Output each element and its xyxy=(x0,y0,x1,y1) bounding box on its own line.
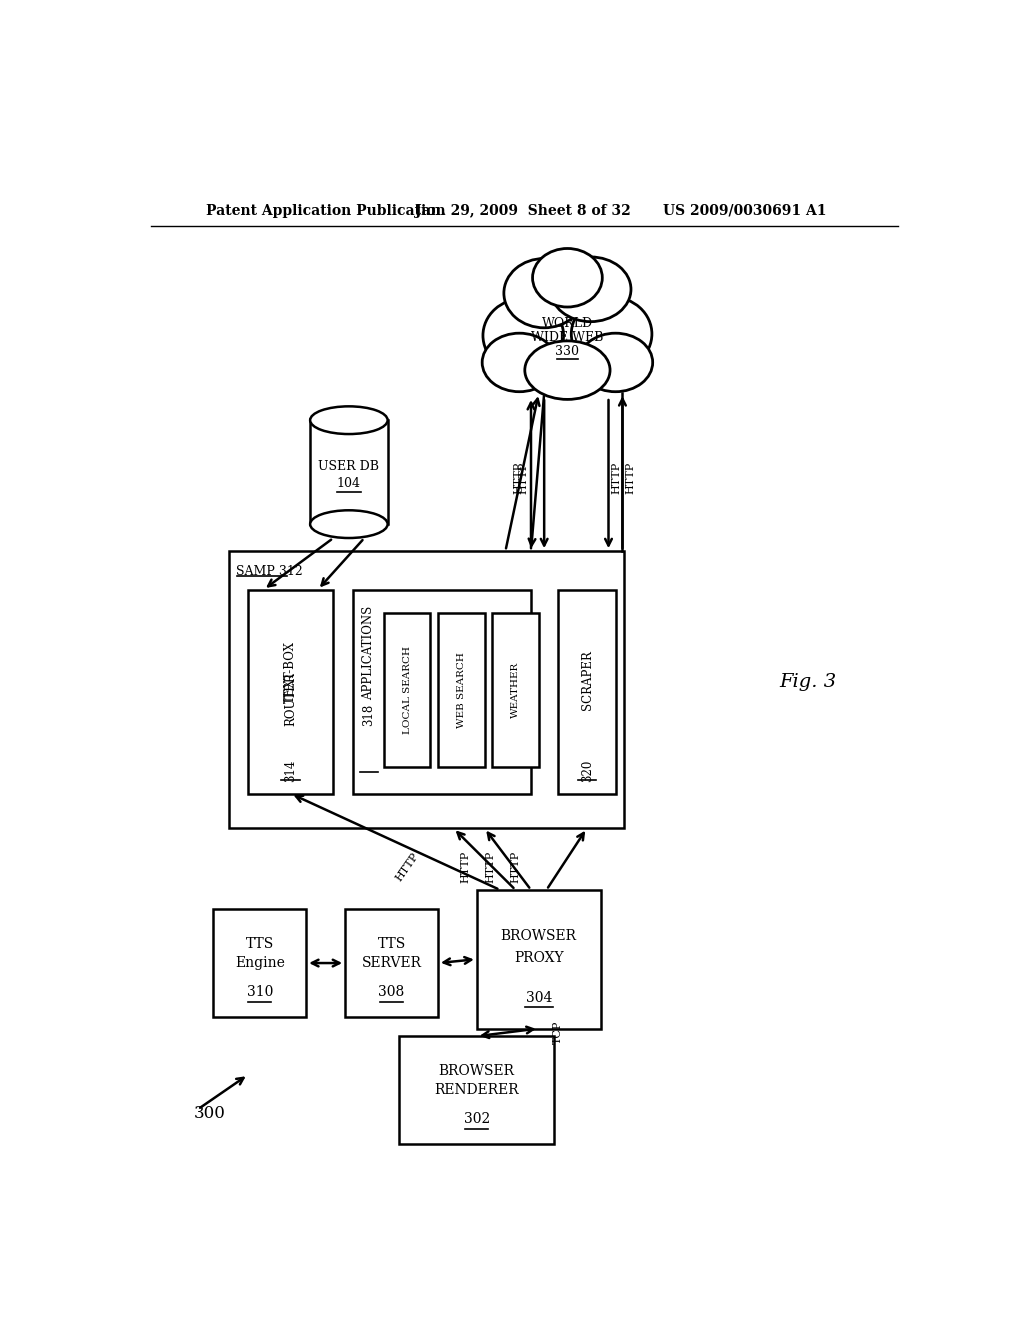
FancyBboxPatch shape xyxy=(228,552,624,829)
Text: PROXY: PROXY xyxy=(514,950,563,965)
FancyBboxPatch shape xyxy=(213,909,306,1016)
Text: 308: 308 xyxy=(379,985,404,999)
Text: 302: 302 xyxy=(464,1113,489,1126)
Text: Fig. 3: Fig. 3 xyxy=(779,673,837,690)
Text: APPLICATIONS: APPLICATIONS xyxy=(361,606,375,700)
Ellipse shape xyxy=(571,297,652,371)
Ellipse shape xyxy=(550,257,631,322)
Text: 330: 330 xyxy=(555,345,580,358)
FancyBboxPatch shape xyxy=(384,612,430,767)
Ellipse shape xyxy=(310,407,388,434)
Text: Patent Application Publication: Patent Application Publication xyxy=(206,203,445,218)
Text: ROUTER: ROUTER xyxy=(285,672,297,726)
Text: 314: 314 xyxy=(285,759,297,781)
Text: HTTP: HTTP xyxy=(393,850,420,883)
Text: HTTP: HTTP xyxy=(611,462,622,494)
Text: Engine: Engine xyxy=(234,956,285,970)
Ellipse shape xyxy=(483,298,563,372)
Text: SERVER: SERVER xyxy=(361,956,422,970)
Text: 304: 304 xyxy=(525,991,552,1005)
Text: HTTP: HTTP xyxy=(514,462,523,494)
Ellipse shape xyxy=(310,511,388,539)
FancyBboxPatch shape xyxy=(477,890,601,1028)
FancyBboxPatch shape xyxy=(310,420,388,524)
FancyBboxPatch shape xyxy=(399,1036,554,1144)
Text: 104: 104 xyxy=(337,477,360,490)
Text: BROWSER: BROWSER xyxy=(438,1064,515,1078)
Text: 300: 300 xyxy=(194,1105,225,1122)
FancyBboxPatch shape xyxy=(352,590,531,793)
Ellipse shape xyxy=(504,259,585,327)
Text: TTS: TTS xyxy=(378,937,406,950)
FancyBboxPatch shape xyxy=(438,612,484,767)
FancyBboxPatch shape xyxy=(345,909,438,1016)
Ellipse shape xyxy=(513,285,622,378)
Text: USER DB: USER DB xyxy=(318,459,379,473)
Ellipse shape xyxy=(482,333,557,392)
Text: US 2009/0030691 A1: US 2009/0030691 A1 xyxy=(663,203,826,218)
Text: RENDERER: RENDERER xyxy=(434,1084,519,1097)
FancyBboxPatch shape xyxy=(558,590,616,793)
Ellipse shape xyxy=(579,333,652,392)
Text: WIDE WEB: WIDE WEB xyxy=(531,331,603,345)
Text: HTTP: HTTP xyxy=(460,850,470,883)
Text: TTS: TTS xyxy=(246,937,273,950)
Text: SAMP 312: SAMP 312 xyxy=(237,565,303,578)
Text: HTTP: HTTP xyxy=(626,462,635,494)
Text: HTTP: HTTP xyxy=(511,850,520,883)
Text: BROWSER: BROWSER xyxy=(501,929,577,942)
Text: 320: 320 xyxy=(581,759,594,781)
FancyBboxPatch shape xyxy=(493,612,539,767)
Text: 310: 310 xyxy=(247,985,273,999)
Ellipse shape xyxy=(524,341,610,400)
Ellipse shape xyxy=(532,248,602,308)
Text: LOCAL SEARCH: LOCAL SEARCH xyxy=(402,645,412,734)
Text: TEXT-BOX: TEXT-BOX xyxy=(285,642,297,704)
Text: HTTP: HTTP xyxy=(518,462,528,494)
Text: WEB SEARCH: WEB SEARCH xyxy=(457,652,466,727)
FancyBboxPatch shape xyxy=(248,590,334,793)
Text: WORLD: WORLD xyxy=(542,317,593,330)
Text: WEATHER: WEATHER xyxy=(511,661,520,718)
Text: SCRAPER: SCRAPER xyxy=(581,651,594,710)
Text: 318: 318 xyxy=(361,704,375,726)
Text: Jan. 29, 2009  Sheet 8 of 32: Jan. 29, 2009 Sheet 8 of 32 xyxy=(415,203,631,218)
Text: TCP: TCP xyxy=(553,1020,563,1044)
Text: HTTP: HTTP xyxy=(485,850,496,883)
